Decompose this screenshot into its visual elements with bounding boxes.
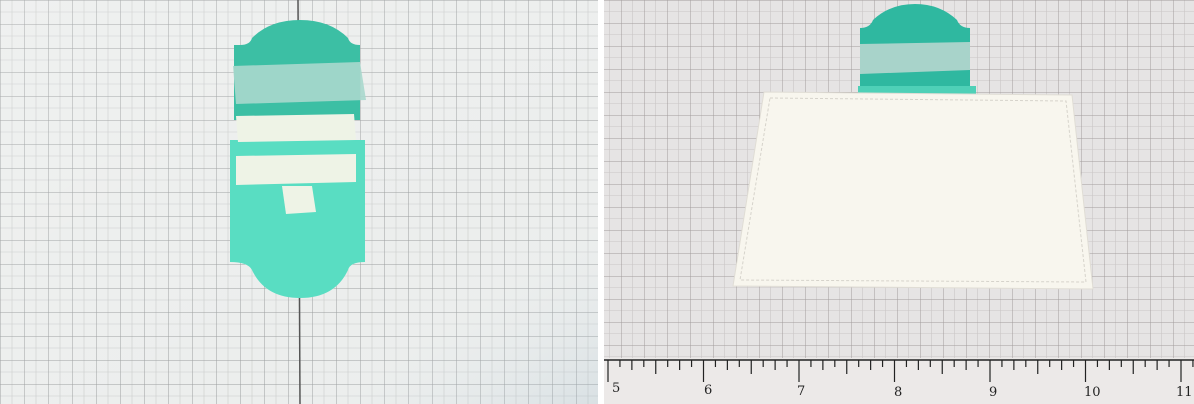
tape — [860, 42, 970, 74]
ruler-label: 5 — [612, 381, 620, 396]
tape — [282, 186, 316, 214]
ruler-label: 6 — [704, 383, 712, 398]
ruler — [604, 358, 1194, 404]
right-photo: 5 6 7 8 9 10 11 — [604, 0, 1194, 404]
tape — [236, 114, 356, 142]
ruler-label: 8 — [894, 385, 902, 400]
tape — [236, 154, 356, 185]
stitch-border — [739, 97, 1087, 283]
tape — [233, 62, 366, 104]
tag-base — [858, 86, 976, 96]
ruler-label: 10 — [1084, 385, 1101, 400]
ruler-label: 11 — [1176, 385, 1193, 400]
ruler-label: 7 — [797, 384, 805, 399]
white-card — [732, 91, 1094, 290]
ruler-label: 9 — [989, 385, 997, 400]
ruler-ticks — [607, 360, 1194, 382]
left-photo — [0, 0, 598, 404]
